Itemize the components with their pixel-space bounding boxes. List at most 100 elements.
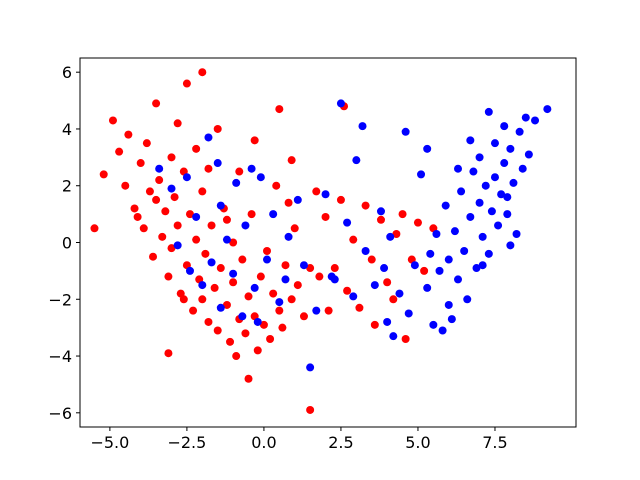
scatter-point xyxy=(454,275,463,284)
scatter-point xyxy=(216,201,225,210)
scatter-point xyxy=(284,198,293,207)
scatter-point xyxy=(447,315,456,324)
scatter-point xyxy=(423,283,432,292)
scatter-point xyxy=(543,105,552,114)
scatter-point xyxy=(152,99,161,108)
scatter-point xyxy=(204,317,213,326)
y-tick-label: 4 xyxy=(62,120,72,139)
scatter-point xyxy=(182,173,191,182)
x-tick-label: 0.0 xyxy=(251,433,276,452)
scatter-point xyxy=(263,247,272,256)
scatter-point xyxy=(490,139,499,148)
scatter-point xyxy=(204,133,213,142)
y-tick-label: 2 xyxy=(62,177,72,196)
scatter-point xyxy=(506,144,515,153)
scatter-point xyxy=(389,295,398,304)
scatter-point xyxy=(281,275,290,284)
scatter-point xyxy=(253,346,262,355)
scatter-point xyxy=(349,235,358,244)
scatter-point xyxy=(250,136,259,145)
scatter-point xyxy=(185,210,194,219)
scatter-point xyxy=(149,252,158,261)
scatter-point xyxy=(401,127,410,136)
scatter-point xyxy=(290,224,299,233)
scatter-point xyxy=(108,116,117,125)
scatter-point xyxy=(229,238,238,247)
scatter-point xyxy=(253,317,262,326)
scatter-point xyxy=(232,352,241,361)
scatter-point xyxy=(164,349,173,358)
scatter-point xyxy=(179,295,188,304)
scatter-point xyxy=(389,332,398,341)
scatter-point xyxy=(435,266,444,275)
scatter-point xyxy=(401,335,410,344)
scatter-point xyxy=(518,164,527,173)
y-tick-label: −2 xyxy=(48,290,72,309)
scatter-point xyxy=(266,335,275,344)
scatter-point xyxy=(475,198,484,207)
scatter-point xyxy=(235,167,244,176)
scatter-point xyxy=(124,130,133,139)
scatter-point xyxy=(256,173,265,182)
scatter-point xyxy=(392,229,401,238)
scatter-point xyxy=(398,210,407,219)
scatter-point xyxy=(158,232,167,241)
scatter-point xyxy=(315,272,324,281)
scatter-point xyxy=(484,107,493,116)
scatter-point xyxy=(222,300,231,309)
scatter-point xyxy=(429,320,438,329)
scatter-point xyxy=(503,193,512,202)
scatter-point xyxy=(293,281,302,290)
scatter-point xyxy=(216,264,225,273)
scatter-point xyxy=(204,164,213,173)
scatter-point xyxy=(213,159,222,168)
scatter-point xyxy=(487,207,496,216)
scatter-point xyxy=(500,159,509,168)
x-tick-label: 2.5 xyxy=(328,433,353,452)
scatter-point xyxy=(330,264,339,273)
scatter-point xyxy=(380,264,389,273)
scatter-point xyxy=(352,156,361,165)
scatter-point xyxy=(312,187,321,196)
scatter-point xyxy=(444,300,453,309)
scatter-point xyxy=(454,164,463,173)
scatter-point xyxy=(506,241,515,250)
scatter-point xyxy=(466,212,475,221)
scatter-point xyxy=(475,153,484,162)
scatter-point xyxy=(275,105,284,114)
scatter-point xyxy=(312,306,321,315)
scatter-point xyxy=(284,232,293,241)
scatter-point xyxy=(192,212,201,221)
scatter-point xyxy=(503,210,512,219)
y-tick-label: −6 xyxy=(48,404,72,423)
scatter-point xyxy=(330,275,339,284)
scatter-point xyxy=(426,249,435,258)
scatter-point xyxy=(170,193,179,202)
y-tick-label: 0 xyxy=(62,234,72,253)
scatter-point xyxy=(413,218,422,227)
scatter-point xyxy=(139,224,148,233)
scatter-point xyxy=(484,249,493,258)
scatter-point xyxy=(450,227,459,236)
scatter-point xyxy=(198,187,207,196)
scatter-point xyxy=(472,264,481,273)
scatter-point xyxy=(207,221,216,230)
scatter-point xyxy=(238,312,247,321)
scatter-point xyxy=(136,159,145,168)
scatter-point xyxy=(275,298,284,307)
scatter-point xyxy=(444,255,453,264)
scatter-point xyxy=(142,139,151,148)
scatter-point xyxy=(263,255,272,264)
scatter-point xyxy=(167,153,176,162)
scatter-point xyxy=(432,229,441,238)
scatter-point xyxy=(500,122,509,131)
scatter-point xyxy=(213,326,222,335)
scatter-point xyxy=(438,326,447,335)
scatter-point xyxy=(173,241,182,250)
scatter-point xyxy=(216,303,225,312)
scatter-point xyxy=(336,99,345,108)
scatter-point xyxy=(244,374,253,383)
scatter-point xyxy=(376,207,385,216)
scatter-point xyxy=(152,195,161,204)
scatter-point xyxy=(281,261,290,270)
